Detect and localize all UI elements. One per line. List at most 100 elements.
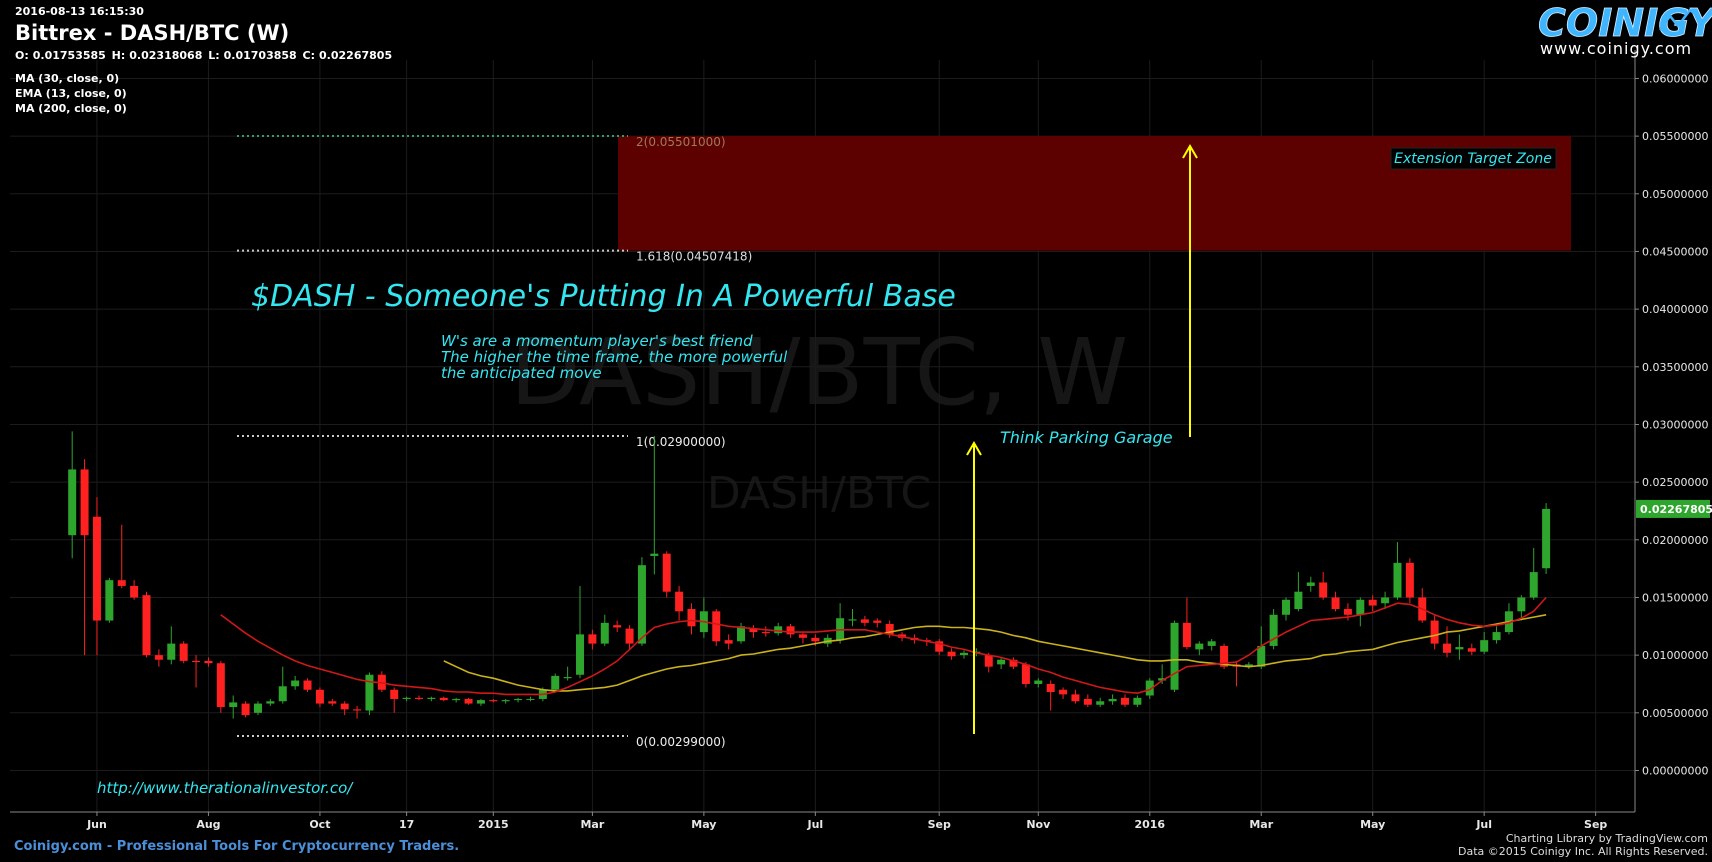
candle-body <box>613 625 622 628</box>
legend-entry: MA (30, close, 0) <box>15 72 119 85</box>
candle-body <box>179 643 188 661</box>
copyright: Data ©2015 Coinigy Inc. All Rights Reser… <box>1458 845 1708 858</box>
candle-body <box>885 624 894 635</box>
candle-body <box>1393 562 1402 598</box>
candle-body <box>811 637 820 642</box>
note-line: W's are a momentum player's best friend <box>441 332 753 350</box>
candle-body <box>1269 614 1278 646</box>
candle-body <box>80 469 89 536</box>
candle-body <box>959 652 968 656</box>
candle-body <box>637 565 646 644</box>
y-tick-label: 0.05000000 <box>1642 188 1708 201</box>
candle-body <box>464 698 473 704</box>
candle-body <box>1356 599 1365 615</box>
ohlc-value: 0.01753585 <box>33 49 106 62</box>
candle-body <box>328 701 337 704</box>
x-tick-label: Oct <box>309 818 330 831</box>
candle-body <box>1517 597 1526 612</box>
candle-body <box>315 689 324 704</box>
candle-body <box>1220 645 1229 667</box>
y-tick-label: 0.04500000 <box>1642 245 1708 258</box>
candle-body <box>1071 694 1080 702</box>
indicator-line <box>443 614 1547 692</box>
candle-body <box>241 703 250 716</box>
candle-body <box>1368 599 1377 606</box>
candle-body <box>1467 648 1476 652</box>
candle-body <box>1009 659 1018 667</box>
candle-body <box>526 698 535 700</box>
candle-body <box>873 620 882 623</box>
y-tick-label: 0.06000000 <box>1642 72 1708 85</box>
x-tick-label: Sep <box>1584 818 1607 831</box>
candle-body <box>501 700 510 702</box>
candle-body <box>1244 664 1253 667</box>
candle-body <box>1034 680 1043 684</box>
candle-body <box>625 628 634 644</box>
y-tick-label: 0.03000000 <box>1642 418 1708 431</box>
candle-body <box>1108 698 1117 702</box>
candle-body <box>1306 582 1315 586</box>
x-tick-label: Sep <box>928 818 951 831</box>
fib-label: 1.618(0.04507418) <box>636 250 752 264</box>
credit: Charting Library by TradingView.com <box>1506 832 1708 845</box>
candle-body <box>340 703 349 710</box>
candle-body <box>1170 622 1179 690</box>
legend-entry: MA (200, close, 0) <box>15 102 127 115</box>
candle-body <box>1096 701 1105 705</box>
x-tick-label: 2015 <box>478 818 509 831</box>
y-tick-label: 0.00500000 <box>1642 707 1708 720</box>
candle-body <box>1405 562 1414 598</box>
candle-body <box>1145 680 1154 696</box>
candle-body <box>1282 599 1291 615</box>
arrows <box>966 144 1198 734</box>
timestamp: 2016-08-13 16:15:30 <box>15 5 144 18</box>
logo-site: www.coinigy.com <box>1540 39 1692 58</box>
candle-body <box>365 674 374 711</box>
candle-body <box>675 591 684 612</box>
plot: Jun Aug Oct 17 2015 Mar May Jul Sep Nov 2016 Mar May… <box>10 50 1712 831</box>
candle-body <box>1343 609 1352 615</box>
x-tick-label: Jul <box>806 818 823 831</box>
candle-body <box>1542 508 1551 569</box>
candle-body <box>650 553 659 556</box>
fib-label: 2(0.05501000) <box>636 135 726 149</box>
note-line: The higher the time frame, the more powe… <box>441 348 788 366</box>
candle-body <box>1046 683 1055 693</box>
candle-body <box>353 709 362 711</box>
x-tick-label: Mar <box>580 818 604 831</box>
x-tick-label: 2016 <box>1134 818 1165 831</box>
candle-body <box>984 655 993 667</box>
fib-label: 0(0.00299000) <box>636 735 726 749</box>
candle-body <box>117 580 126 586</box>
x-tick-label: Nov <box>1026 818 1051 831</box>
candle-body <box>860 619 869 623</box>
x-tick-label: Jun <box>86 818 107 831</box>
y-tick-label: 0.02500000 <box>1642 476 1708 489</box>
candle-body <box>154 655 163 660</box>
candle-body <box>105 580 114 621</box>
x-tick-label: May <box>1360 818 1385 831</box>
candle-body <box>514 698 523 701</box>
candle-body <box>291 680 300 687</box>
indicator-line <box>220 596 1547 696</box>
y-tick-label: 0.01000000 <box>1642 649 1708 662</box>
candle-body <box>278 686 287 702</box>
candle-body <box>848 619 857 621</box>
ohlc-label: L: <box>208 49 219 62</box>
candle-body <box>204 660 213 664</box>
candle-body <box>563 677 572 679</box>
candle-body <box>1480 640 1489 652</box>
candle-body <box>687 609 696 627</box>
candle-body <box>588 634 597 644</box>
candle-body <box>1120 697 1129 705</box>
note-line: the anticipated move <box>441 364 602 382</box>
candle-body <box>142 595 151 656</box>
price-tag-label: 0.02267805 <box>1640 503 1712 516</box>
legend-entry: EMA (13, close, 0) <box>15 87 127 100</box>
footer: Coinigy.com - Professional Tools For Cry… <box>14 839 459 854</box>
candle-body <box>1133 697 1142 705</box>
candle-body <box>1294 591 1303 610</box>
x-tick-label: Aug <box>196 818 220 831</box>
candle-body <box>476 700 485 704</box>
